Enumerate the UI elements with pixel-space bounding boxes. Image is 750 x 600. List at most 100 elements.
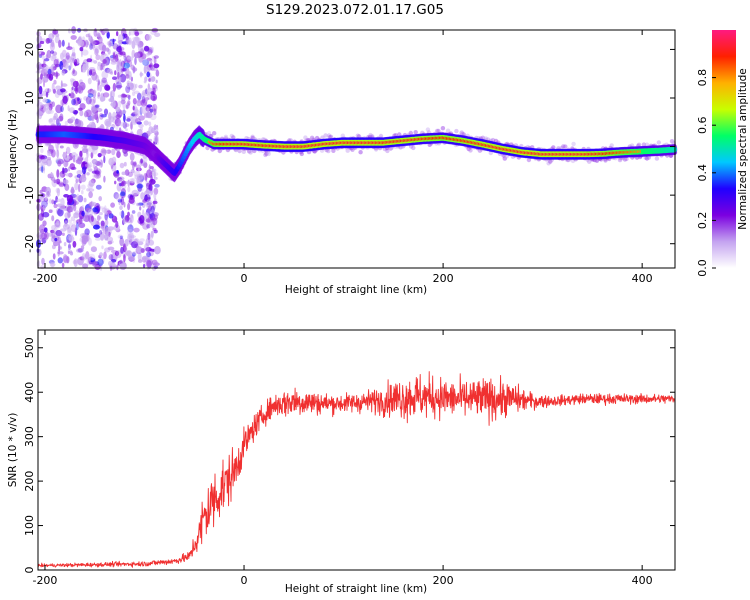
spectrogram-halo-point	[669, 139, 675, 144]
spectrogram-noise-point	[52, 29, 59, 35]
spectrogram-noise-point	[137, 252, 142, 261]
spectrogram-noise-point	[90, 41, 97, 45]
spectrogram-halo-point	[654, 156, 660, 161]
spectrogram-noise-point	[146, 224, 151, 229]
spectrogram-noise-point	[77, 39, 85, 47]
spectrogram-halo-point	[373, 147, 379, 152]
y-tick-label: 0	[23, 567, 36, 574]
spectrogram-noise-point	[140, 105, 147, 114]
spectrogram-noise-point	[58, 182, 65, 188]
spectrogram-noise-point	[115, 114, 122, 120]
spectrogram-noise-point	[40, 73, 43, 80]
spectrogram-noise-point	[86, 188, 91, 192]
spectrogram-noise-point	[50, 39, 55, 48]
spectrogram-noise-point	[42, 211, 50, 218]
spectrogram-noise-point	[56, 198, 62, 202]
spectrogram-halo-point	[368, 132, 373, 138]
spectrogram-noise-point	[104, 205, 107, 212]
spectrogram-noise-point	[148, 164, 151, 172]
spectrogram-noise-point	[88, 168, 93, 172]
spectrogram-noise-point	[126, 80, 130, 88]
spectrogram-noise-point	[148, 235, 151, 244]
spectrogram-noise-point	[100, 220, 105, 227]
spectrogram-halo-point	[250, 134, 255, 139]
spectrogram-noise-point	[129, 213, 134, 219]
y-tick-label: 500	[23, 337, 36, 358]
spectrogram-noise-point	[153, 229, 158, 234]
spectrogram-halo-point	[435, 128, 440, 134]
spectrogram-noise-point	[116, 170, 119, 174]
spectrogram-noise-point	[124, 216, 130, 221]
spectrogram-noise-point	[119, 51, 126, 56]
snr-y-ticks: 0 100 200 300 400 500	[23, 337, 675, 574]
spectrogram-noise-point	[147, 193, 150, 201]
spectrogram-noise-point	[143, 120, 149, 126]
spectrogram-noise-point	[142, 59, 150, 66]
spectrogram-noise-point	[128, 197, 135, 204]
spectrogram-noise-point	[73, 212, 80, 219]
spectrogram-noise-point	[136, 191, 140, 195]
spectrogram-noise-point	[106, 47, 110, 52]
spectrogram-noise-point	[79, 174, 87, 183]
spectrogram-noise-point	[62, 95, 68, 105]
spectrogram-noise-point	[104, 247, 111, 253]
spectrogram-noise-point	[134, 238, 138, 244]
spectrogram-noise-point	[46, 49, 52, 59]
spectrogram-noise-point	[59, 60, 64, 70]
colorbar: 0.0 0.2 0.4 0.6 0.8 Normalized spectral ampl…	[696, 30, 749, 277]
spectrogram-noise-point	[116, 264, 119, 271]
spectrogram-halo-point	[413, 130, 418, 135]
y-tick-label: -10	[23, 186, 36, 204]
spectrogram-noise-point	[142, 264, 146, 268]
spectrogram-noise-point	[153, 57, 157, 65]
spectrogram-noise-point	[127, 100, 131, 106]
spectrogram-noise-point	[88, 253, 96, 261]
spectrogram-noise-point	[79, 150, 83, 158]
spectrogram-noise-point	[68, 236, 75, 242]
spectrogram-noise-point	[37, 92, 43, 98]
spectrogram-noise-point	[51, 176, 56, 182]
spectrogram-halo-point	[609, 143, 614, 148]
spectrogram-noise-point	[97, 35, 102, 40]
spectrogram-noise-point	[121, 171, 126, 176]
spectrogram-halo-point	[223, 134, 229, 139]
spectrogram-noise-point	[86, 58, 93, 63]
spectrogram-noise-point	[62, 167, 65, 175]
spectrogram-noise-point	[96, 64, 102, 71]
spectrogram-noise-point	[53, 203, 58, 209]
spectrogram-noise-point	[81, 65, 87, 73]
spectrogram-noise-point	[87, 77, 92, 85]
spectrogram-noise-point	[118, 201, 121, 206]
spectrogram-noise-point	[114, 70, 117, 76]
spectrogram-noise-point	[51, 230, 56, 239]
spectrogram-noise-point	[147, 232, 151, 241]
spectrogram-noise-point	[97, 94, 100, 99]
spectrogram-noise-point	[110, 61, 117, 65]
spectrogram-noise-point	[59, 145, 64, 149]
spectrogram-noise-point	[62, 153, 67, 158]
spectrogram-noise-point	[68, 65, 71, 71]
spectrogram-noise-point	[65, 52, 70, 60]
spectrogram-noise-point	[65, 173, 71, 177]
spectrogram-halo-point	[526, 157, 532, 163]
spectrogram-noise-point	[48, 117, 56, 125]
spectrogram-noise-point	[40, 232, 48, 240]
spectrogram-noise-point	[140, 99, 148, 107]
spectrogram-noise-point	[145, 180, 151, 186]
spectrogram-noise-point	[43, 59, 46, 67]
spectrogram-noise-point	[136, 202, 140, 207]
spectrogram-noise-point	[110, 71, 114, 75]
spectrogram-noise-point	[63, 159, 69, 168]
spectrogram-noise-point	[136, 183, 144, 189]
spectrogram-noise-point	[70, 116, 76, 122]
x-tick-label: 200	[433, 574, 454, 587]
spectrogram-halo-point	[350, 147, 355, 152]
spectrogram-halo-point	[309, 135, 315, 140]
spectrogram-noise-point	[64, 121, 68, 126]
spectrogram-noise-point	[80, 245, 85, 250]
spectrogram-noise-point	[100, 225, 104, 229]
spectrogram-noise-point	[99, 252, 103, 257]
x-tick-label: 0	[241, 574, 248, 587]
spectrogram-noise-point	[107, 240, 113, 245]
spectrogram-noise-point	[91, 112, 95, 122]
